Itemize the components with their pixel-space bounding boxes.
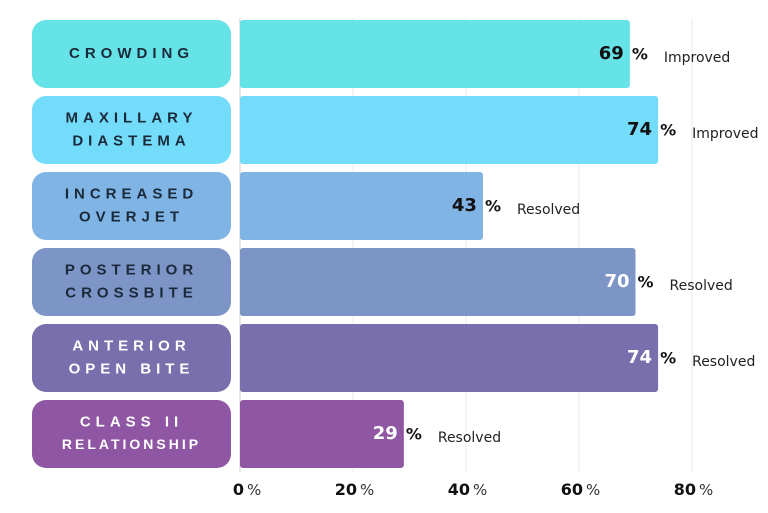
x-tick-unit: % bbox=[473, 481, 487, 499]
status-label: Improved bbox=[692, 126, 758, 142]
category-label: DIASTEMA bbox=[72, 132, 190, 149]
data-label: 69 bbox=[599, 43, 624, 64]
category-label: ANTERIOR bbox=[72, 337, 190, 354]
category-box bbox=[32, 400, 231, 468]
category-label: POSTERIOR bbox=[65, 261, 198, 278]
status-label: Resolved bbox=[517, 202, 580, 218]
category-label: CLASS II bbox=[80, 413, 183, 430]
bar bbox=[240, 248, 636, 316]
category-label: RELATIONSHIP bbox=[62, 436, 201, 452]
status-label: Improved bbox=[664, 50, 730, 66]
data-label-unit: % bbox=[660, 349, 676, 368]
category-box bbox=[32, 172, 231, 240]
x-tick-label: 40 bbox=[448, 480, 470, 499]
data-label: 43 bbox=[452, 195, 477, 216]
bar bbox=[240, 324, 659, 392]
status-label: Resolved bbox=[670, 278, 733, 294]
category-label: OPEN BITE bbox=[69, 360, 195, 377]
x-tick-unit: % bbox=[247, 481, 261, 499]
x-tick-label: 60 bbox=[561, 480, 583, 499]
x-tick-label: 0 bbox=[233, 480, 244, 499]
data-label: 74 bbox=[627, 119, 652, 140]
x-tick-label: 20 bbox=[335, 480, 357, 499]
gridlines bbox=[239, 18, 693, 472]
data-label: 29 bbox=[373, 423, 398, 444]
data-label-unit: % bbox=[632, 45, 648, 64]
x-axis-ticks: 0% 20% 40% 60% 80% bbox=[233, 480, 713, 499]
bar bbox=[240, 400, 404, 468]
category-box bbox=[32, 248, 231, 316]
data-label-unit: % bbox=[660, 121, 676, 140]
category-label: OVERJET bbox=[79, 208, 184, 225]
data-label-unit: % bbox=[485, 197, 501, 216]
category-box bbox=[32, 96, 231, 164]
category-label: INCREASED bbox=[65, 185, 198, 202]
x-tick-unit: % bbox=[699, 481, 713, 499]
x-tick-unit: % bbox=[586, 481, 600, 499]
bars bbox=[240, 20, 659, 468]
data-label-unit: % bbox=[638, 273, 654, 292]
category-label: CROSSBITE bbox=[65, 284, 198, 301]
category-box bbox=[32, 324, 231, 392]
bar bbox=[240, 20, 630, 88]
status-label: Resolved bbox=[438, 430, 501, 446]
bar bbox=[240, 96, 659, 164]
category-labels: CROWDING MAXILLARY DIASTEMA INCREASED OVERJE… bbox=[32, 20, 231, 468]
category-box bbox=[32, 20, 231, 88]
x-tick-unit: % bbox=[360, 481, 374, 499]
data-label: 74 bbox=[627, 347, 652, 368]
value-labels: 69% Improved 74% Improved 43% Resolved 70% Reso… bbox=[373, 43, 759, 446]
data-label-unit: % bbox=[406, 425, 422, 444]
data-label: 70 bbox=[604, 271, 629, 292]
bar bbox=[240, 172, 483, 240]
category-label: MAXILLARY bbox=[66, 109, 198, 126]
x-tick-label: 80 bbox=[674, 480, 696, 499]
status-label: Resolved bbox=[692, 354, 755, 370]
category-label: CROWDING bbox=[69, 45, 194, 62]
